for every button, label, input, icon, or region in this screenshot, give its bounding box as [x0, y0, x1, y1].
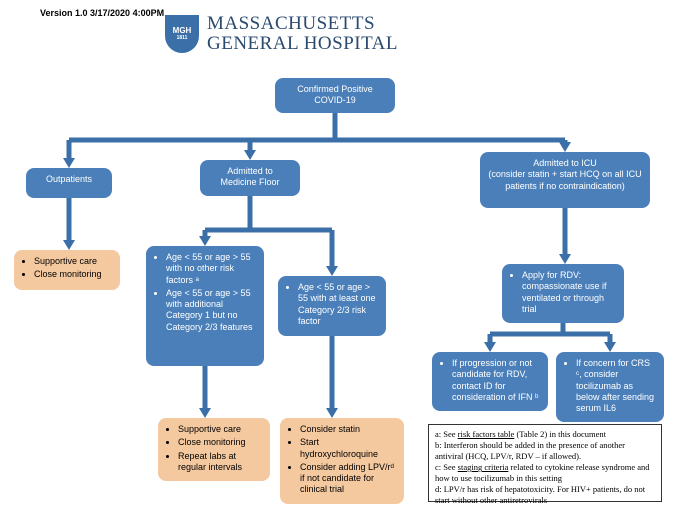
footnote-a: a: See risk factors table (Table 2) in t… — [435, 429, 655, 440]
node-icu-crs: If concern for CRS ᶜ, consider tocilizum… — [556, 352, 664, 422]
node-text: Admitted to — [208, 166, 292, 177]
node-icu-rdv: Apply for RDV: compassionate use if vent… — [502, 264, 624, 323]
node-out-care: Supportive care Close monitoring — [14, 250, 120, 290]
node-list-item: Repeat labs at regular intervals — [178, 451, 262, 474]
node-list-item: Age < 55 or age > 55 with no other risk … — [166, 252, 256, 286]
node-list-item: Age < 55 or age > 55 with additional Cat… — [166, 288, 256, 333]
node-med-right: Age < 55 or age > 55 with at least one C… — [278, 276, 386, 336]
node-med-left-out: Supportive care Close monitoring Repeat la… — [158, 418, 270, 481]
node-list-item: If progression or not candidate for RDV,… — [452, 358, 540, 403]
node-outpatients: Outpatients — [26, 168, 112, 198]
node-list-item: Start hydroxychloroquine — [300, 437, 396, 460]
node-root: Confirmed PositiveCOVID-19 — [275, 78, 395, 113]
footnote-c: c: See staging criteria related to cytok… — [435, 462, 655, 484]
node-list-item: Age < 55 or age > 55 with at least one C… — [298, 282, 378, 327]
node-list: Age < 55 or age > 55 with at least one C… — [286, 282, 378, 327]
node-list: Consider statin Start hydroxychloroquineC… — [288, 424, 396, 496]
node-icu-ifn: If progression or not candidate for RDV,… — [432, 352, 548, 411]
node-list-item: Consider statin — [300, 424, 396, 435]
node-text: COVID-19 — [283, 95, 387, 106]
node-list-item: If concern for CRS ᶜ, consider tocilizum… — [576, 358, 656, 414]
node-list-item: Supportive care — [34, 256, 112, 267]
node-text: Confirmed Positive — [283, 84, 387, 95]
node-text: Outpatients — [34, 174, 104, 185]
node-list-item: Close monitoring — [34, 269, 112, 280]
node-list: Age < 55 or age > 55 with no other risk … — [154, 252, 256, 333]
node-list: Apply for RDV: compassionate use if vent… — [510, 270, 616, 315]
node-list-item: Consider adding LPV/rᵈ if not candidate … — [300, 462, 396, 496]
node-list-item: Apply for RDV: compassionate use if vent… — [522, 270, 616, 315]
node-list: Supportive care Close monitoring Repeat la… — [166, 424, 262, 473]
footnotes-box: a: See risk factors table (Table 2) in t… — [428, 424, 662, 502]
node-med-right-out: Consider statin Start hydroxychloroquineC… — [280, 418, 404, 504]
node-text: Medicine Floor — [208, 177, 292, 188]
node-list-item: Supportive care — [178, 424, 262, 435]
node-text: (consider statin + start HCQ on all ICU … — [488, 169, 642, 192]
node-list: If concern for CRS ᶜ, consider tocilizum… — [564, 358, 656, 414]
node-text: Admitted to ICU — [488, 158, 642, 169]
node-medicine-floor: Admitted toMedicine Floor — [200, 160, 300, 196]
node-list: Supportive care Close monitoring — [22, 256, 112, 281]
node-list-item: Close monitoring — [178, 437, 262, 448]
footnote-b: b: Interferon should be added in the pre… — [435, 440, 655, 462]
node-icu: Admitted to ICU(consider statin + start … — [480, 152, 650, 208]
node-med-left: Age < 55 or age > 55 with no other risk … — [146, 246, 264, 366]
node-list: If progression or not candidate for RDV,… — [440, 358, 540, 403]
footnote-d: d: LPV/r has risk of hepatotoxicity. For… — [435, 484, 655, 506]
